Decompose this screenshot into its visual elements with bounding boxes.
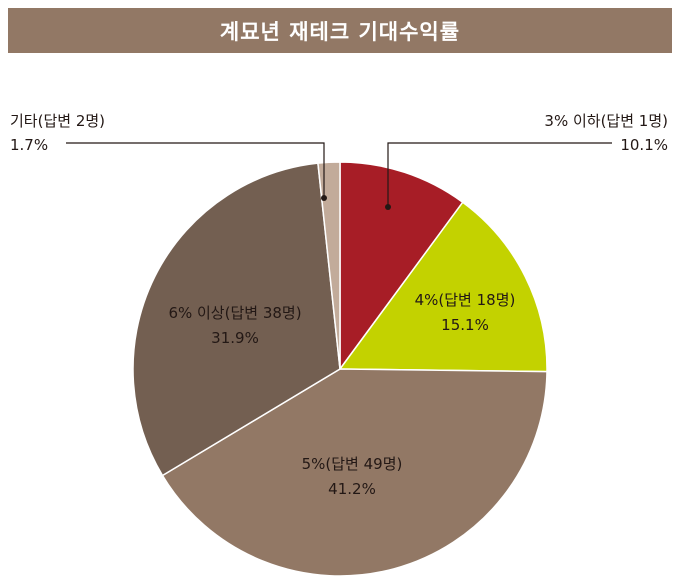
leader-line-3pct-or-less [387,142,612,207]
leader-line-other-dot [321,195,327,201]
slice-4pct [338,201,548,373]
slice-pct-other: 1.7% [10,136,48,154]
slice-5pct [161,368,548,577]
slice-pct-4pct: 15.1% [441,316,489,334]
slice-label-3pct-or-less: 3% 이하(답변 1명) [544,112,668,130]
slice-label-other: 기타(답변 2명) [10,112,105,130]
leader-line-other [66,142,325,198]
slice-pct-3pct-or-less: 10.1% [620,136,668,154]
leader-lines [66,142,612,210]
slice-label-5pct: 5%(답변 49명) [302,455,403,473]
leader-line-3pct-or-less-dot [385,204,391,210]
slice-label-4pct: 4%(답변 18명) [415,291,516,309]
chart-title: 계묘년 재테크 기대수익률 [219,19,461,44]
slice-6pct-or-more [132,162,341,477]
slice-pct-6pct-or-more: 31.9% [211,329,259,347]
slice-3pct-or-less [339,161,464,372]
slice-other [317,161,341,370]
pie-slices [132,161,548,577]
slice-pct-5pct: 41.2% [328,480,376,498]
title-bar: 계묘년 재테크 기대수익률 [8,8,672,53]
slice-label-6pct-or-more: 6% 이상(답변 38명) [168,304,301,322]
